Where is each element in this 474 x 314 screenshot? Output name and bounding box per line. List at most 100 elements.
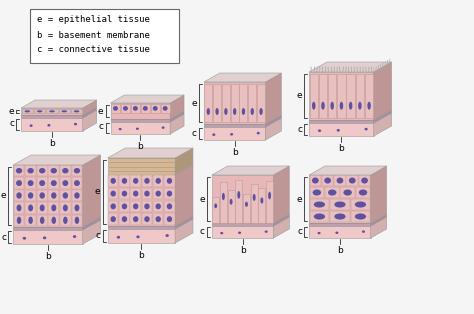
Bar bbox=[346, 175, 358, 186]
Ellipse shape bbox=[238, 231, 241, 234]
Bar bbox=[60, 214, 71, 226]
Bar bbox=[257, 84, 265, 122]
Bar bbox=[130, 188, 141, 199]
Ellipse shape bbox=[312, 102, 316, 110]
Bar bbox=[25, 165, 36, 176]
Text: c: c bbox=[192, 129, 197, 138]
Ellipse shape bbox=[133, 106, 138, 111]
Ellipse shape bbox=[52, 217, 56, 224]
Ellipse shape bbox=[242, 108, 245, 115]
Ellipse shape bbox=[51, 168, 57, 173]
Ellipse shape bbox=[144, 216, 150, 222]
Ellipse shape bbox=[233, 108, 237, 115]
Bar bbox=[14, 214, 25, 226]
Bar bbox=[111, 104, 120, 113]
Ellipse shape bbox=[51, 204, 56, 211]
Bar bbox=[151, 104, 160, 113]
Ellipse shape bbox=[73, 235, 76, 238]
Bar bbox=[356, 74, 364, 118]
Ellipse shape bbox=[167, 216, 172, 222]
Ellipse shape bbox=[133, 178, 138, 184]
Ellipse shape bbox=[358, 102, 362, 110]
Ellipse shape bbox=[253, 194, 255, 201]
Bar bbox=[328, 74, 337, 118]
Ellipse shape bbox=[324, 177, 331, 184]
Ellipse shape bbox=[63, 180, 68, 186]
Ellipse shape bbox=[365, 128, 368, 130]
Bar bbox=[119, 188, 130, 199]
Bar bbox=[220, 182, 227, 223]
Polygon shape bbox=[309, 166, 387, 175]
Bar bbox=[239, 84, 247, 122]
Bar bbox=[319, 74, 327, 118]
Text: c: c bbox=[96, 231, 100, 241]
Ellipse shape bbox=[122, 178, 127, 184]
Ellipse shape bbox=[75, 217, 79, 224]
Ellipse shape bbox=[340, 102, 343, 110]
Ellipse shape bbox=[222, 193, 225, 200]
Bar bbox=[142, 201, 152, 212]
Ellipse shape bbox=[28, 192, 33, 199]
Text: c: c bbox=[297, 125, 302, 134]
Bar bbox=[130, 213, 141, 225]
Ellipse shape bbox=[29, 124, 33, 127]
Ellipse shape bbox=[113, 106, 118, 111]
Polygon shape bbox=[83, 110, 97, 131]
Ellipse shape bbox=[215, 108, 219, 115]
Polygon shape bbox=[175, 165, 193, 226]
Polygon shape bbox=[309, 223, 371, 226]
Ellipse shape bbox=[207, 108, 210, 115]
Ellipse shape bbox=[367, 102, 371, 110]
Bar bbox=[37, 214, 47, 226]
Ellipse shape bbox=[122, 191, 127, 197]
Bar bbox=[72, 214, 82, 226]
Bar bbox=[72, 190, 82, 201]
Bar bbox=[108, 201, 118, 212]
Ellipse shape bbox=[16, 168, 22, 173]
Ellipse shape bbox=[39, 192, 45, 199]
Bar bbox=[258, 188, 265, 223]
Bar bbox=[60, 165, 71, 176]
Bar bbox=[248, 84, 256, 122]
FancyBboxPatch shape bbox=[30, 9, 179, 63]
Bar bbox=[119, 213, 130, 225]
Polygon shape bbox=[309, 123, 374, 136]
Bar bbox=[164, 175, 175, 187]
Polygon shape bbox=[22, 109, 33, 113]
Polygon shape bbox=[108, 229, 175, 243]
Bar bbox=[142, 175, 152, 187]
Text: b: b bbox=[337, 246, 343, 255]
Ellipse shape bbox=[257, 132, 260, 134]
Bar bbox=[222, 84, 230, 122]
Ellipse shape bbox=[122, 216, 127, 222]
Bar bbox=[330, 199, 350, 210]
Bar bbox=[330, 211, 350, 222]
Ellipse shape bbox=[224, 108, 228, 115]
Polygon shape bbox=[212, 226, 273, 238]
Ellipse shape bbox=[133, 203, 138, 209]
Bar bbox=[340, 187, 355, 198]
Ellipse shape bbox=[349, 177, 356, 184]
Text: b: b bbox=[232, 148, 237, 157]
Bar bbox=[37, 190, 47, 201]
Polygon shape bbox=[265, 73, 282, 124]
Polygon shape bbox=[108, 226, 175, 229]
Polygon shape bbox=[175, 216, 193, 229]
Polygon shape bbox=[309, 72, 374, 120]
Polygon shape bbox=[21, 118, 83, 131]
Bar bbox=[213, 84, 221, 122]
Polygon shape bbox=[46, 109, 58, 113]
Ellipse shape bbox=[359, 189, 367, 196]
Text: b: b bbox=[138, 251, 144, 260]
Bar bbox=[25, 202, 36, 214]
Ellipse shape bbox=[334, 202, 346, 208]
Ellipse shape bbox=[23, 237, 26, 240]
Bar bbox=[153, 201, 164, 212]
Bar bbox=[60, 177, 71, 189]
Ellipse shape bbox=[212, 133, 215, 136]
Ellipse shape bbox=[17, 204, 21, 211]
Polygon shape bbox=[371, 214, 387, 226]
Polygon shape bbox=[110, 95, 184, 103]
Ellipse shape bbox=[74, 180, 80, 186]
Ellipse shape bbox=[16, 192, 22, 199]
